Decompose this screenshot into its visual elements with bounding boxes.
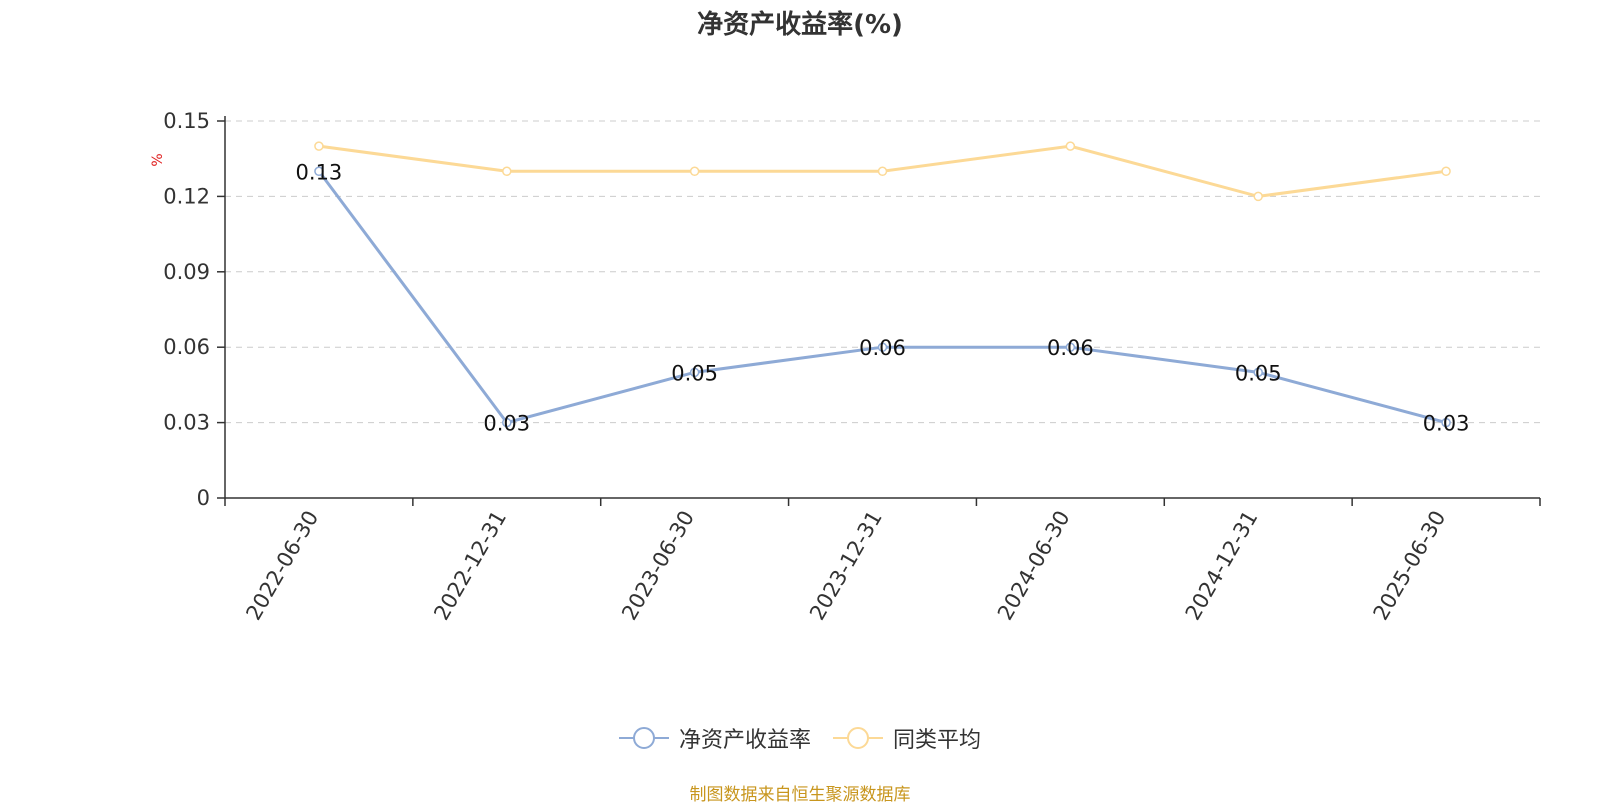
y-tick-labels: 0 0.03 0.06 0.09 0.12 0.15 [163,109,210,510]
data-point[interactable] [1065,141,1076,151]
legend-item-roe[interactable]: 净资产收益率 [618,722,811,754]
y-tick-label: 0.15 [163,109,210,133]
data-point[interactable] [1441,166,1451,177]
grid-lines [225,120,1540,424]
data-point[interactable] [314,166,324,177]
data-point[interactable] [502,166,512,177]
data-label: 0.13 [296,160,343,184]
data-label: 0.05 [1235,361,1282,385]
x-tick-label: 2024-12-31 [1181,507,1263,625]
x-tick-label: 2023-12-31 [805,507,887,625]
legend-marker-peer-average [833,727,883,749]
legend-marker-roe [618,727,669,749]
x-tick-labels: 2022-06-30 2022-12-31 2023-06-30 2023-12-31… [241,507,1450,625]
y-tick-label: 0.09 [163,260,210,284]
x-tick-label: 2023-06-30 [617,507,699,625]
data-point[interactable] [1253,367,1263,378]
data-point[interactable] [1253,191,1263,202]
data-label: 0.06 [1047,336,1094,360]
data-label: 0.03 [1423,412,1470,436]
x-tick-label: 2024-06-30 [993,507,1075,625]
y-axis-label: % [150,153,166,166]
data-point[interactable] [877,342,888,352]
axes [217,116,1541,506]
legend-item-peer-average[interactable]: 同类平均 [833,722,981,754]
data-point[interactable] [1441,417,1451,428]
data-point[interactable] [689,166,700,177]
legend-label-peer-average: 同类平均 [893,728,982,753]
series [314,141,1451,428]
data-point[interactable] [689,367,700,378]
data-label: 0.05 [671,361,718,385]
data-point[interactable] [1065,342,1076,352]
data-point[interactable] [877,166,888,177]
chart-title: 净资产收益率(%) [697,10,903,40]
x-tick-label: 2025-06-30 [1369,507,1451,625]
y-tick-label: 0 [197,486,210,510]
data-point[interactable] [314,141,324,151]
data-label: 0.03 [483,412,530,436]
x-tick-label: 2022-06-30 [241,507,323,625]
x-tick-label: 2022-12-31 [429,507,511,625]
y-tick-label: 0.12 [163,184,210,208]
source-note: 制图数据来自恒生聚源数据库 [689,785,911,805]
data-label: 0.06 [859,336,906,360]
data-labels: 0.13 0.03 0.05 0.06 0.06 0.05 0.03 [296,160,1470,435]
legend-label-roe: 净资产收益率 [678,728,811,753]
data-point[interactable] [502,417,512,428]
y-tick-label: 0.03 [163,411,210,435]
y-tick-label: 0.06 [163,335,210,359]
legend: 净资产收益率 同类平均 [0,722,1600,754]
